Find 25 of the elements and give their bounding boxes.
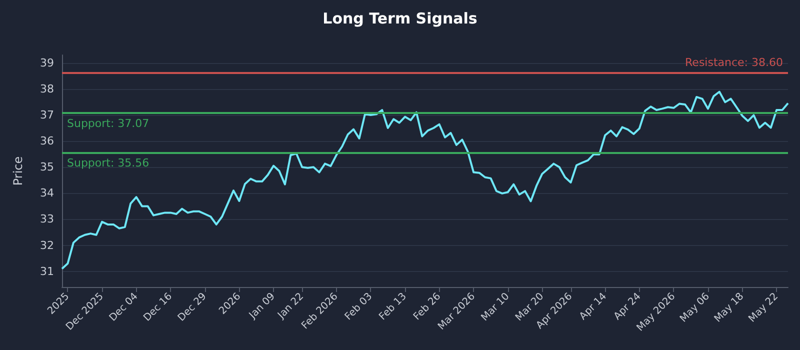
x-tick-label: Jan 22 (275, 291, 306, 322)
x-tick-label: Dec 29 (176, 291, 209, 324)
y-tick-label: 35 (40, 160, 54, 174)
y-tick-label: 39 (40, 56, 54, 70)
ref-line-label: Resistance: 38.60 (685, 56, 783, 70)
x-tick-label: Dec 04 (108, 291, 140, 324)
x-tick-label: Apr 24 (612, 291, 644, 322)
x-tick-label: Apr 14 (578, 291, 609, 322)
x-tick-label: Dec 16 (142, 291, 175, 324)
y-tick-label: 38 (40, 82, 54, 96)
y-tick-label: 34 (40, 186, 54, 200)
chart-title: Long Term Signals (322, 10, 478, 28)
y-tick-label: 32 (40, 238, 54, 252)
x-tick-label: Feb 03 (343, 291, 375, 323)
y-axis-title: Price (11, 156, 25, 186)
ref-line-label: Support: 35.56 (67, 156, 150, 170)
y-tick-label: 33 (40, 212, 54, 226)
x-tick-label: Feb 13 (377, 291, 409, 323)
ref-line-label: Support: 37.07 (67, 117, 150, 130)
y-tick-label: 37 (40, 108, 54, 122)
y-tick-label: 36 (40, 134, 54, 148)
x-tick-label: Jan 09 (246, 291, 278, 322)
line-series (61, 90, 789, 270)
y-tick-label: 31 (40, 264, 54, 278)
x-tick-label: Mar 10 (479, 291, 512, 324)
